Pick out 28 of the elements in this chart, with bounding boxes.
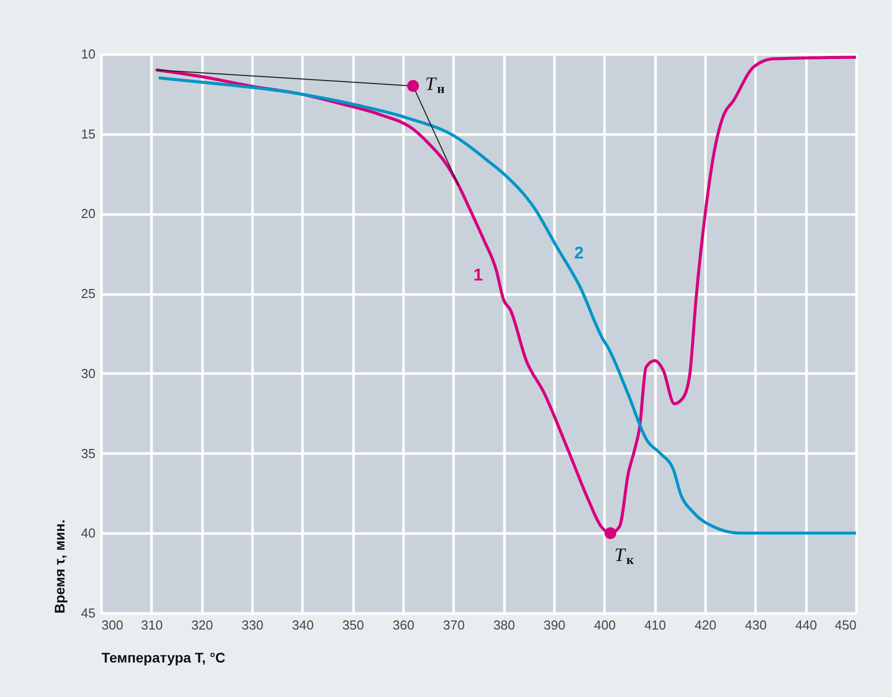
y-tick-label: 15 — [81, 126, 96, 142]
x-tick-label: 420 — [694, 618, 716, 632]
x-tick-label: 430 — [744, 618, 767, 632]
x-tick-label: 300 — [102, 618, 124, 632]
x-tick-label: 410 — [644, 618, 666, 632]
x-tick-label: 350 — [342, 618, 364, 632]
series-label: 2 — [574, 243, 584, 262]
x-tick-label: 340 — [292, 618, 314, 632]
x-tick-label: 360 — [392, 618, 414, 632]
series-label: 1 — [473, 266, 483, 285]
y-tick-label: 25 — [81, 286, 96, 302]
y-axis-title: Время τ, мин. — [52, 519, 68, 614]
x-tick-label: 320 — [191, 618, 214, 632]
y-tick-label: 30 — [81, 366, 96, 381]
x-tick-label: 370 — [442, 618, 465, 632]
y-tick-label: 45 — [81, 606, 96, 620]
y-tick-label: 40 — [81, 526, 96, 541]
x-tick-label: 390 — [544, 618, 566, 632]
y-tick-label: 35 — [81, 446, 96, 461]
x-tick-label: 310 — [140, 618, 163, 632]
x-tick-label: 330 — [242, 618, 264, 632]
x-tick-label: 450 — [834, 618, 856, 632]
x-tick-label: 400 — [594, 618, 616, 632]
x-tick-label: 380 — [493, 618, 516, 632]
y-tick-label: 10 — [81, 46, 96, 62]
y-tick-label: 20 — [81, 206, 96, 222]
x-axis-title: Температура T, °C — [102, 650, 226, 666]
x-tick-label: 440 — [795, 618, 818, 632]
